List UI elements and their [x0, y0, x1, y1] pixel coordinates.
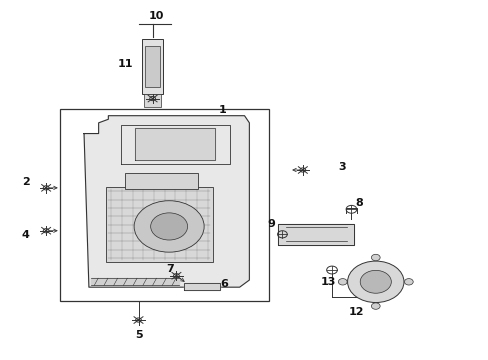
Circle shape: [371, 303, 379, 309]
Text: 1: 1: [218, 105, 226, 115]
Bar: [125, 173, 198, 189]
Bar: [60, 109, 268, 301]
Text: 9: 9: [267, 219, 275, 229]
Text: 10: 10: [148, 12, 163, 21]
Circle shape: [371, 254, 379, 261]
Circle shape: [338, 279, 346, 285]
Text: 4: 4: [22, 230, 30, 240]
Bar: [144, 94, 161, 107]
Polygon shape: [135, 128, 215, 160]
Circle shape: [134, 201, 203, 252]
Polygon shape: [84, 116, 249, 287]
Circle shape: [347, 261, 403, 302]
Text: 13: 13: [320, 277, 335, 287]
Bar: [142, 39, 163, 94]
Text: 3: 3: [337, 162, 345, 172]
Text: 5: 5: [134, 330, 142, 341]
Circle shape: [404, 279, 412, 285]
Text: 6: 6: [220, 279, 227, 289]
Bar: [106, 187, 212, 262]
Circle shape: [360, 270, 390, 293]
Text: 8: 8: [354, 198, 362, 208]
Text: 7: 7: [166, 264, 174, 274]
Text: 2: 2: [22, 177, 29, 187]
Polygon shape: [277, 224, 353, 245]
Bar: [145, 46, 160, 87]
Text: 11: 11: [118, 59, 133, 69]
Circle shape: [150, 213, 187, 240]
Text: 12: 12: [348, 307, 364, 317]
Polygon shape: [183, 283, 220, 290]
